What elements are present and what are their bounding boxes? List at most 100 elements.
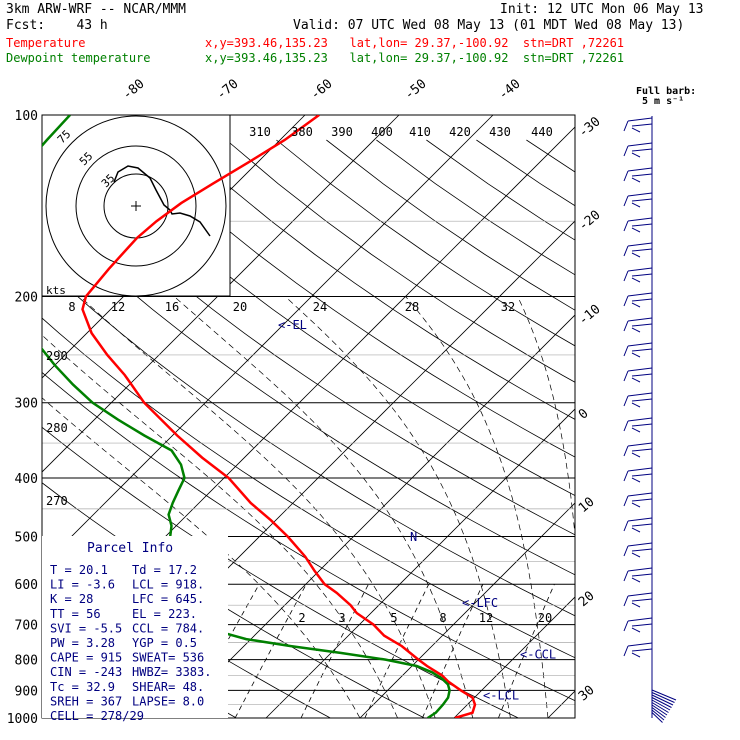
pressure-label: 400 xyxy=(15,472,38,487)
hodograph-speed-label: 28 xyxy=(405,300,419,314)
dry-adiabat-line xyxy=(476,139,575,207)
full-barb-units: 5 m s⁻¹ xyxy=(642,96,684,107)
isotherm-line xyxy=(359,502,575,718)
wind-barb xyxy=(623,167,653,183)
theta-label: 420 xyxy=(449,125,471,139)
parcel-info-left: CAPE = 915 xyxy=(50,651,122,665)
theta-left-label: 290 xyxy=(46,349,68,363)
parcel-info-right: CCL = 784. xyxy=(132,621,204,635)
hodograph-speed-label: 24 xyxy=(313,300,327,314)
mixing-ratio-label: 8 xyxy=(439,611,446,625)
pressure-label: 700 xyxy=(15,619,38,634)
wind-barb xyxy=(623,492,653,508)
wind-barb-flag xyxy=(623,467,653,483)
wind-barb xyxy=(623,542,653,558)
wind-barb xyxy=(623,517,653,533)
top-temp-label: -80 xyxy=(120,76,148,103)
theta-left-label: 270 xyxy=(46,494,68,508)
dry-adiabat-line xyxy=(126,139,575,458)
parcel-info-right: EL = 223. xyxy=(132,607,197,621)
wind-barb-low-level xyxy=(651,712,663,723)
top-temp-label: -60 xyxy=(308,76,336,103)
dewpoint-label: Dewpoint temperature xyxy=(6,51,151,65)
dry-adiabat-line xyxy=(276,139,575,347)
parcel-info-right: SHEAR= 48. xyxy=(132,680,204,694)
dry-adiabat-line xyxy=(42,209,575,576)
init-time: Init: 12 UTC Mon 06 May 13 xyxy=(500,2,704,17)
chart-frame xyxy=(41,114,576,719)
dry-adiabat-line xyxy=(42,317,575,659)
theta-label: 310 xyxy=(249,125,271,139)
moist-adiabat-line xyxy=(79,296,436,718)
sounding-traces xyxy=(42,115,477,718)
parcel-info-bg xyxy=(42,536,228,718)
wind-barb xyxy=(623,592,653,608)
theta-label: 430 xyxy=(489,125,511,139)
wind-barb xyxy=(623,317,653,333)
parcel-info-left: CELL = 278/29 xyxy=(50,709,144,723)
wind-barb xyxy=(623,467,653,483)
dry-adiabat-line xyxy=(226,139,575,383)
wind-barb xyxy=(623,117,653,133)
parcel-info-right: HWBZ= 3383. xyxy=(132,665,211,679)
wind-barb-low-level xyxy=(651,709,665,721)
wind-barbs: Full barb:5 m s⁻¹ xyxy=(623,86,696,723)
wind-barb-flag xyxy=(623,617,653,633)
parcel-info-right: LFC = 645. xyxy=(132,592,204,606)
wind-barb xyxy=(623,392,653,408)
parcel-info-left: SVI = -5.5 xyxy=(50,621,122,635)
wind-barb xyxy=(623,342,653,358)
wind-barb-flag xyxy=(623,342,653,358)
wind-barb-flag xyxy=(623,117,653,133)
wind-barb-flag xyxy=(623,367,653,383)
wind-barb-flag xyxy=(623,442,653,458)
wind-barb-flag xyxy=(623,592,653,608)
wind-barb-low-level xyxy=(651,689,677,701)
top-temp-label: -50 xyxy=(402,76,430,103)
parcel-info-panel: Parcel Info T = 20.1 Td = 17.2 LI = -3.6 LCL… xyxy=(42,536,228,723)
right-temp-label: 30 xyxy=(576,683,598,705)
wind-barb-low-level xyxy=(651,692,675,703)
wind-barb-flag xyxy=(623,217,653,233)
wind-barb-flag xyxy=(623,392,653,408)
dry-adiabat-line xyxy=(42,263,575,617)
wind-barb-flag xyxy=(623,517,653,533)
hodograph-speed-label: 20 xyxy=(233,300,247,314)
moist-adiabat-line xyxy=(42,397,361,718)
wind-barb-flag xyxy=(623,567,653,583)
pressure-label: 200 xyxy=(15,291,38,306)
wind-barb-flag xyxy=(623,292,653,308)
parcel-info-left: K = 28 xyxy=(50,592,93,606)
isotherm-line xyxy=(42,115,494,567)
wind-barb xyxy=(623,642,653,658)
temperature-label: Temperature xyxy=(6,36,86,50)
wind-barb-flag xyxy=(623,167,653,183)
hodograph-speed-label: 16 xyxy=(165,300,179,314)
pressure-label: 100 xyxy=(15,109,38,124)
parcel-info-right: YGP = 0.5 xyxy=(132,636,197,650)
dry-adiabat-line xyxy=(576,140,740,731)
wind-barb-flag xyxy=(623,242,653,258)
isotherm-line xyxy=(642,115,740,718)
isotherm-line xyxy=(265,408,575,718)
wind-barb xyxy=(623,292,653,308)
wind-barb xyxy=(623,417,653,433)
mixing-ratio-label: 20 xyxy=(538,611,552,625)
valid-time: Valid: 07 UTC Wed 08 May 13 (01 MDT Wed … xyxy=(293,18,685,33)
wind-barb-low-level xyxy=(651,697,672,708)
right-temp-label: -30 xyxy=(576,114,604,141)
level-marker-label: <-CCL xyxy=(520,647,556,661)
skewt-grid xyxy=(42,115,740,731)
hodograph-ring xyxy=(45,115,227,297)
wind-barb-flag xyxy=(623,142,653,158)
wind-barb xyxy=(623,242,653,258)
dry-adiabat-line xyxy=(376,139,575,276)
wind-barb xyxy=(623,267,653,283)
parcel-info-left: CIN = -243 xyxy=(50,665,122,679)
parcel-info-left: TT = 56 xyxy=(50,607,101,621)
wind-barb-flag xyxy=(623,417,653,433)
mixing-ratio-line xyxy=(234,584,307,718)
model-title: 3km ARW-WRF -- NCAR/MMM xyxy=(6,2,187,17)
